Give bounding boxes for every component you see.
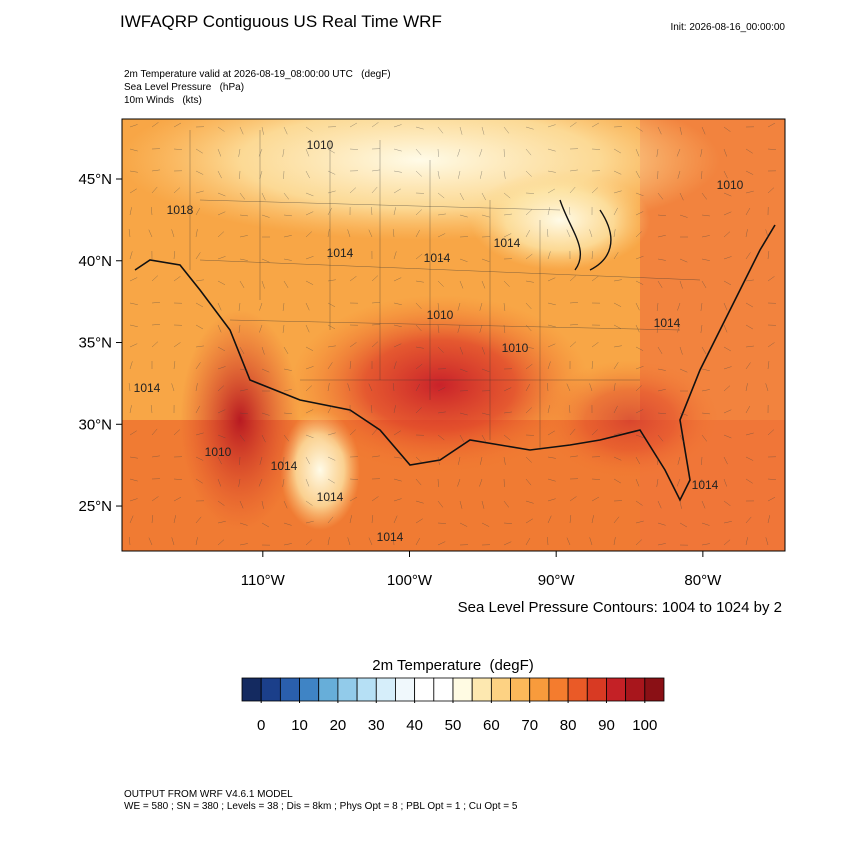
contour-label: 1014 <box>317 490 344 504</box>
colorbar-tick-label: 100 <box>632 717 657 734</box>
colorbar-swatch <box>337 677 358 702</box>
colorbar-swatch <box>395 677 416 702</box>
field-label: Sea Level Pressure (hPa) <box>124 82 244 93</box>
lat-tick-label: 35°N <box>78 335 112 352</box>
contour-label: 1014 <box>654 316 681 330</box>
lon-tick-label: 80°W <box>684 572 722 589</box>
colorbar-swatch <box>433 677 454 702</box>
colorbar-tick-label: 50 <box>445 717 462 734</box>
map-field: 1010 1018 1014 1014 1014 1010 1010 1010 1014 1014… <box>122 119 785 551</box>
contour-label: 1010 <box>307 138 334 152</box>
colorbar-swatch <box>490 677 511 702</box>
colorbar-swatch <box>586 677 607 702</box>
colorbar-swatch <box>318 677 339 702</box>
colorbar-tick-label: 60 <box>483 717 500 734</box>
colorbar-tick-label: 20 <box>330 717 347 734</box>
lon-tick-label: 90°W <box>538 572 576 589</box>
colorbar-swatch <box>567 677 588 702</box>
colorbar-tick-label: 40 <box>406 717 423 734</box>
contour-label: 1014 <box>327 246 354 260</box>
contour-label: 1014 <box>692 478 719 492</box>
colorbar-tick-label: 90 <box>598 717 615 734</box>
colorbar-tick-label: 80 <box>560 717 577 734</box>
contour-label: 1014 <box>271 459 298 473</box>
contour-label: 1014 <box>494 236 521 250</box>
field-label: 10m Winds (kts) <box>124 95 202 106</box>
contour-label: 1010 <box>717 178 744 192</box>
lat-tick-label: 45°N <box>78 171 112 188</box>
lon-tick-label: 100°W <box>387 572 433 589</box>
colorbar-swatch <box>299 677 320 702</box>
colorbar-swatch <box>548 677 569 702</box>
map-frame <box>121 118 786 552</box>
colorbar-tick-label: 30 <box>368 717 385 734</box>
colorbar-swatch <box>625 677 646 702</box>
colorbar-swatch <box>510 677 531 702</box>
colorbar-tick-label: 10 <box>291 717 308 734</box>
footer-model: OUTPUT FROM WRF V4.6.1 MODEL <box>124 789 293 800</box>
field-label: 2m Temperature valid at 2026-08-19_08:00… <box>124 69 391 80</box>
colorbar-swatch <box>356 677 377 702</box>
lat-tick-label: 30°N <box>78 416 112 433</box>
contour-label: 1010 <box>427 308 454 322</box>
contour-label: 1014 <box>377 530 404 544</box>
footer-settings: WE = 580 ; SN = 380 ; Levels = 38 ; Dis … <box>124 801 518 812</box>
colorbar-swatch <box>260 677 281 702</box>
init-time: Init: 2026-08-16_00:00:00 <box>670 22 785 33</box>
colorbar-swatch <box>279 677 300 702</box>
contour-label: 1010 <box>205 445 232 459</box>
contour-label: 1014 <box>424 251 451 265</box>
colorbar-swatch <box>471 677 492 702</box>
contour-note: Sea Level Pressure Contours: 1004 to 102… <box>458 599 782 616</box>
colorbar-tick-label: 70 <box>521 717 538 734</box>
colorbar-swatch <box>452 677 473 702</box>
colorbar-swatch <box>241 677 262 702</box>
lon-tick-label: 110°W <box>241 572 286 589</box>
colorbar-title: 2m Temperature (degF) <box>372 657 533 674</box>
colorbar-swatch <box>644 677 665 702</box>
colorbar-swatch <box>375 677 396 702</box>
colorbar-swatch <box>529 677 550 702</box>
colorbar-swatch <box>606 677 627 702</box>
contour-label: 1010 <box>502 341 529 355</box>
contour-label: 1018 <box>167 203 194 217</box>
colorbar-tick-label: 0 <box>257 717 265 734</box>
colorbar-swatch <box>414 677 435 702</box>
contour-label: 1014 <box>134 381 161 395</box>
lat-tick-label: 25°N <box>78 498 112 515</box>
title: IWFAQRP Contiguous US Real Time WRF <box>120 12 442 31</box>
lat-tick-label: 40°N <box>78 253 112 270</box>
